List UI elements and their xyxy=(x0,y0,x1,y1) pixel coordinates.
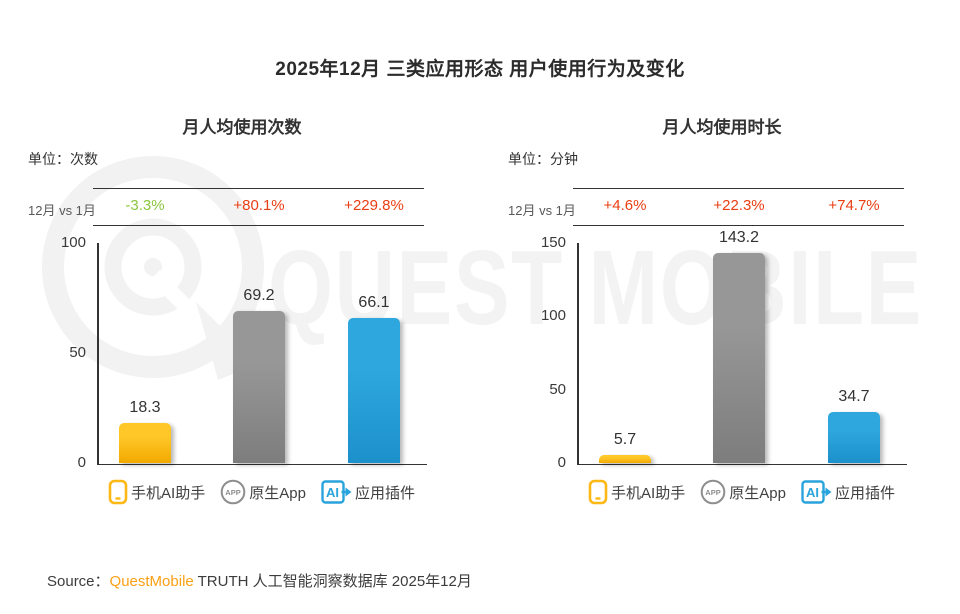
y-axis-line xyxy=(97,243,99,465)
app-circle-icon: APP xyxy=(220,479,246,505)
chart-subtitle: 月人均使用时长 xyxy=(662,118,782,137)
compare-period-label: 12月 vs 1月 xyxy=(508,203,576,218)
bar-应用插件 xyxy=(828,412,880,463)
phone-icon xyxy=(108,479,128,505)
legend-label: 应用插件 xyxy=(834,484,895,502)
divider-line-bottom xyxy=(573,225,904,226)
bar-原生App xyxy=(233,310,285,463)
plot-area: 0 50 100 18.3 69.2 66.1 xyxy=(24,234,436,471)
change-value: -3.3% xyxy=(125,197,165,214)
y-axis-tick-label: 50 xyxy=(69,344,86,361)
y-axis-tick-label: 100 xyxy=(60,234,86,251)
unit-label: 单位：分钟 xyxy=(508,151,578,167)
y-axis-tick-label: 100 xyxy=(540,307,566,325)
divider-line-bottom xyxy=(93,225,424,226)
divider-line-top xyxy=(573,188,904,189)
legend-label: 原生App xyxy=(729,484,786,502)
legend-item-native-app: APP 原生App xyxy=(700,479,786,505)
y-axis-tick-label: 0 xyxy=(557,454,566,471)
bar-value-label: 66.1 xyxy=(358,293,390,311)
chart-usage-count: 月人均使用次数 单位：次数 12月 vs 1月 -3.3% +80.1% +229.… xyxy=(24,105,436,545)
y-axis-tick-label: 150 xyxy=(540,234,566,251)
svg-text:AI: AI xyxy=(326,485,339,500)
source-suffix: TRUTH 人工智能洞察数据库 2025年12月 xyxy=(193,573,472,590)
bar-应用插件 xyxy=(348,317,400,463)
legend-label: 原生App xyxy=(249,484,306,502)
legend-item-phone-assistant: 手机AI助手 xyxy=(588,479,685,505)
bar-原生App xyxy=(713,252,765,463)
chart-subtitle: 月人均使用次数 xyxy=(182,118,302,137)
app-circle-icon: APP xyxy=(700,479,726,505)
legend: 手机AI助手 APP 原生App AI 应用插件 xyxy=(87,479,436,505)
x-axis-line xyxy=(577,463,907,465)
svg-text:AI: AI xyxy=(806,485,819,500)
unit-label: 单位：次数 xyxy=(28,151,98,167)
divider-line-top xyxy=(93,188,424,189)
change-row: +4.6% +22.3% +74.7% xyxy=(504,197,916,219)
questmobile-watermark: QUEST MOBILE xyxy=(42,156,921,380)
y-axis-line xyxy=(577,243,579,465)
svg-text:APP: APP xyxy=(226,488,241,497)
legend-label: 应用插件 xyxy=(354,484,415,502)
legend-item-app-plugin: AI 应用插件 xyxy=(321,479,415,505)
change-value: +229.8% xyxy=(344,197,404,214)
page-title: 2025年12月 三类应用形态 用户使用行为及变化 xyxy=(275,59,685,80)
change-value: +80.1% xyxy=(233,197,285,214)
plot-area: 0 50 100 150 5.7 143.2 34.7 xyxy=(504,229,916,471)
bar-value-label: 143.2 xyxy=(718,228,760,246)
bar-手机AI助手 xyxy=(119,422,171,463)
chart-usage-duration: 月人均使用时长 单位：分钟 12月 vs 1月 +4.6% +22.3% +74.7… xyxy=(504,105,916,545)
legend-item-app-plugin: AI 应用插件 xyxy=(801,479,895,505)
source-prefix: Source： xyxy=(47,573,110,590)
y-axis-tick-label: 0 xyxy=(77,454,86,471)
legend-item-native-app: APP 原生App xyxy=(220,479,306,505)
change-value: +74.7% xyxy=(828,197,880,214)
svg-text:APP: APP xyxy=(706,488,721,497)
legend-item-phone-assistant: 手机AI助手 xyxy=(108,479,205,505)
y-axis-tick-label: 50 xyxy=(549,380,566,398)
legend: 手机AI助手 APP 原生App AI 应用插件 xyxy=(567,479,916,505)
bar-value-label: 34.7 xyxy=(838,388,870,406)
legend-label: 手机AI助手 xyxy=(611,484,686,502)
bar-value-label: 18.3 xyxy=(129,398,161,416)
phone-icon xyxy=(588,479,608,505)
source-brand: QuestMobile xyxy=(109,573,194,590)
bar-手机AI助手 xyxy=(599,454,651,463)
ai-plugin-icon: AI xyxy=(801,479,832,504)
legend-label: 手机AI助手 xyxy=(131,484,206,502)
x-axis-line xyxy=(97,463,427,465)
bar-value-label: 69.2 xyxy=(243,286,275,304)
change-row: -3.3% +80.1% +229.8% xyxy=(24,197,436,219)
compare-period-label: 12月 vs 1月 xyxy=(28,203,96,218)
change-value: +22.3% xyxy=(713,197,765,214)
bar-value-label: 5.7 xyxy=(613,430,637,448)
ai-plugin-icon: AI xyxy=(321,479,352,504)
source-line: Source：QuestMobile TRUTH 人工智能洞察数据库 2025年… xyxy=(47,570,472,591)
change-value: +4.6% xyxy=(603,197,647,214)
